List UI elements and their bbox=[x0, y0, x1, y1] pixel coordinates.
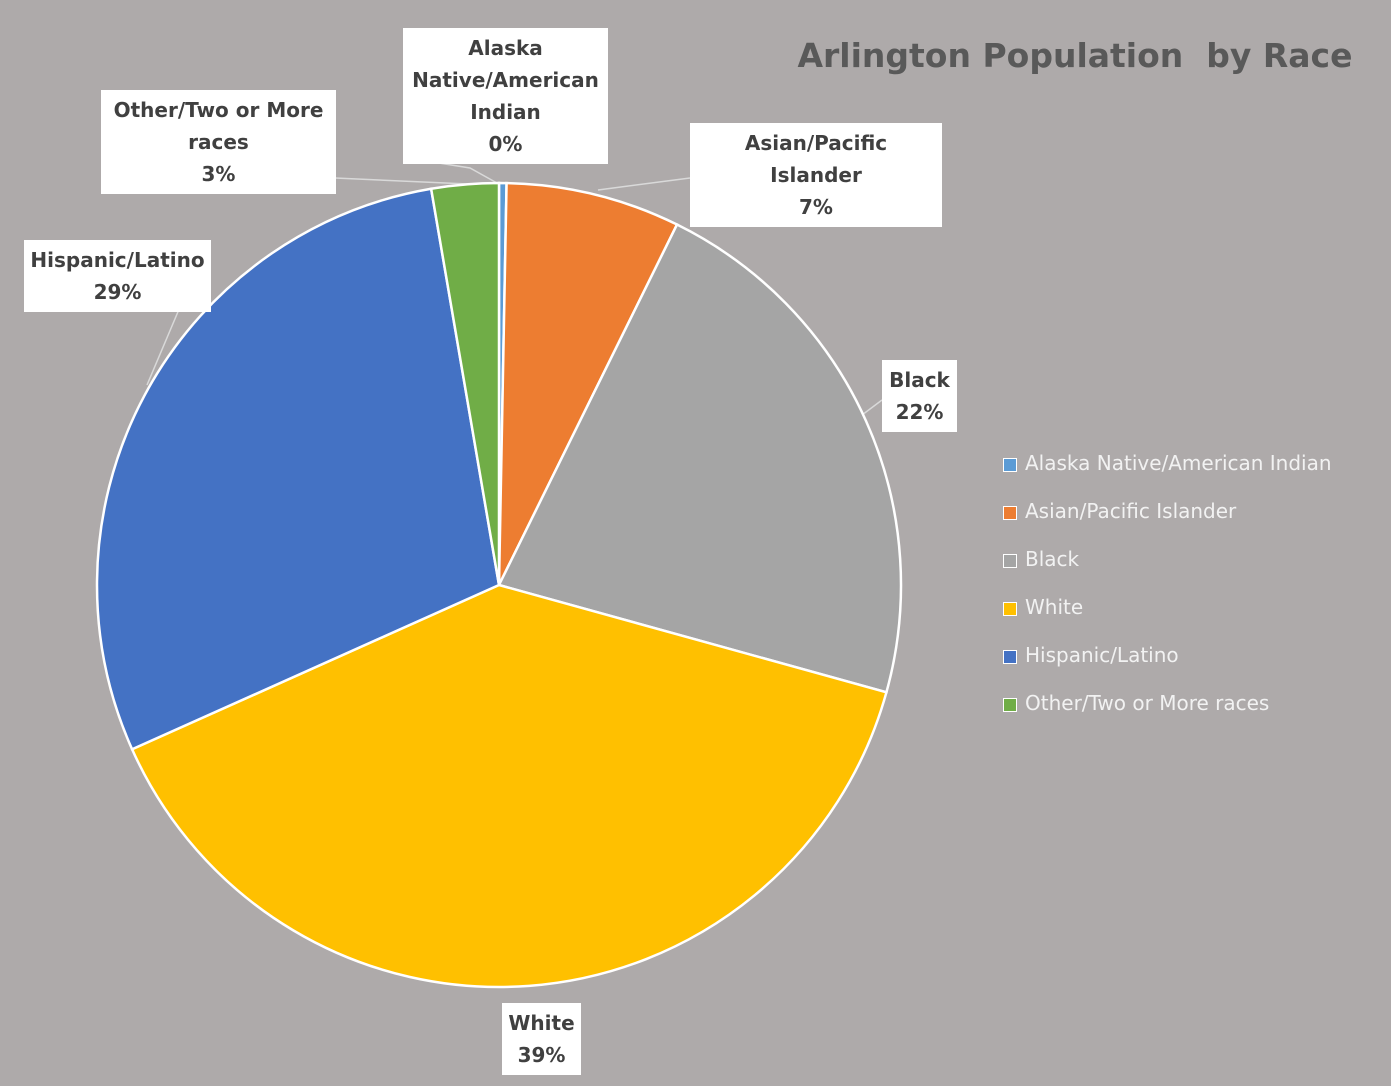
data-label-value: 7% bbox=[799, 195, 833, 219]
leader-line bbox=[597, 177, 691, 191]
data-label-name: White bbox=[508, 1011, 575, 1035]
leader-line bbox=[146, 306, 181, 386]
legend-item: Other/Two or More races bbox=[1003, 691, 1269, 715]
legend-label: Alaska Native/American Indian bbox=[1025, 451, 1332, 475]
legend-swatch bbox=[1003, 601, 1017, 616]
data-label: Hispanic/Latino 29% bbox=[24, 240, 211, 312]
data-label-value: 0% bbox=[488, 132, 523, 156]
pie-slice bbox=[95, 187, 501, 751]
legend-item: Hispanic/Latino bbox=[1003, 643, 1179, 667]
data-label: Alaska Native/American Indian 0% bbox=[403, 28, 608, 164]
data-label-value: 29% bbox=[93, 280, 142, 304]
legend-label: White bbox=[1025, 595, 1084, 619]
data-label-name: Asian/Pacific Islander bbox=[744, 131, 888, 187]
data-label-name: Hispanic/Latino bbox=[30, 248, 205, 272]
data-label-name: Black bbox=[889, 368, 950, 392]
data-label-name: Alaska Native/American Indian bbox=[412, 36, 599, 124]
data-label-value: 3% bbox=[201, 162, 236, 186]
legend-item: Asian/Pacific Islander bbox=[1003, 499, 1236, 523]
pie-slice bbox=[130, 583, 888, 989]
data-label: Black 22% bbox=[882, 360, 957, 432]
legend-swatch bbox=[1003, 697, 1017, 712]
data-label-value: 22% bbox=[895, 400, 944, 424]
legend-item: Black bbox=[1003, 547, 1079, 571]
data-label: White 39% bbox=[502, 1003, 581, 1075]
pie-slice bbox=[429, 181, 501, 586]
leader-line bbox=[334, 177, 469, 185]
data-label-name: Other/Two or More races bbox=[113, 98, 324, 154]
legend-label: Black bbox=[1025, 547, 1080, 571]
pie-slice bbox=[497, 181, 679, 586]
pie-slice bbox=[497, 222, 903, 694]
legend-swatch bbox=[1003, 457, 1017, 472]
data-label-value: 39% bbox=[517, 1043, 566, 1067]
legend-item: White bbox=[1003, 595, 1083, 619]
legend-swatch bbox=[1003, 649, 1017, 664]
legend-item: Alaska Native/American Indian bbox=[1003, 451, 1332, 475]
chart-title: Arlington Population by Race bbox=[797, 36, 1353, 75]
legend-label: Asian/Pacific Islander bbox=[1025, 499, 1237, 523]
legend-label: Hispanic/Latino bbox=[1025, 643, 1179, 667]
legend-swatch bbox=[1003, 505, 1017, 520]
legend-swatch bbox=[1003, 553, 1017, 568]
data-label: Asian/Pacific Islander 7% bbox=[690, 123, 942, 227]
data-label: Other/Two or More races 3% bbox=[101, 90, 336, 194]
leader-line bbox=[861, 399, 883, 416]
legend-label: Other/Two or More races bbox=[1025, 691, 1270, 715]
